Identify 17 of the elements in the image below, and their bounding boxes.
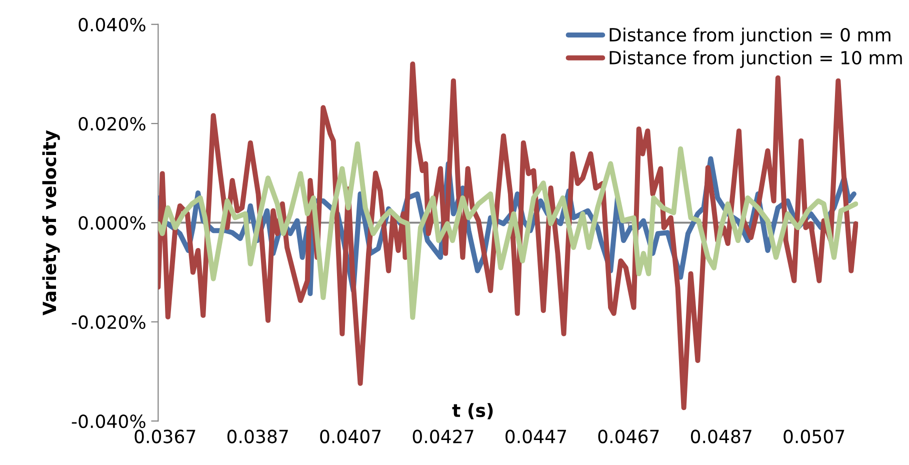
y-tick-label: 0.000% <box>78 216 146 230</box>
legend-label: Distance from junction = 0 mm <box>610 28 890 46</box>
y-axis-title: Variety of velocity <box>42 130 60 316</box>
x-tick-label: 0.0387 <box>227 430 288 444</box>
x-tick-label: 0.0407 <box>320 430 381 444</box>
x-tick-label: 0.0447 <box>506 430 566 444</box>
x-axis-title: t (s) <box>452 403 493 420</box>
x-tick-label: 0.0427 <box>412 430 474 444</box>
y-tick-label: -0.020% <box>72 315 146 329</box>
x-tick-label: 0.0487 <box>690 430 752 444</box>
x-tick-label: 0.0367 <box>134 430 196 444</box>
y-tick-label: 0.040% <box>78 18 146 32</box>
y-tick-label: -0.040% <box>72 414 146 428</box>
x-tick-label: 0.0507 <box>784 430 844 444</box>
x-tick-label: 0.0467 <box>598 430 659 444</box>
legend-label: Distance from junction = 10 mm <box>610 50 902 68</box>
y-tick-label: 0.020% <box>78 116 146 131</box>
